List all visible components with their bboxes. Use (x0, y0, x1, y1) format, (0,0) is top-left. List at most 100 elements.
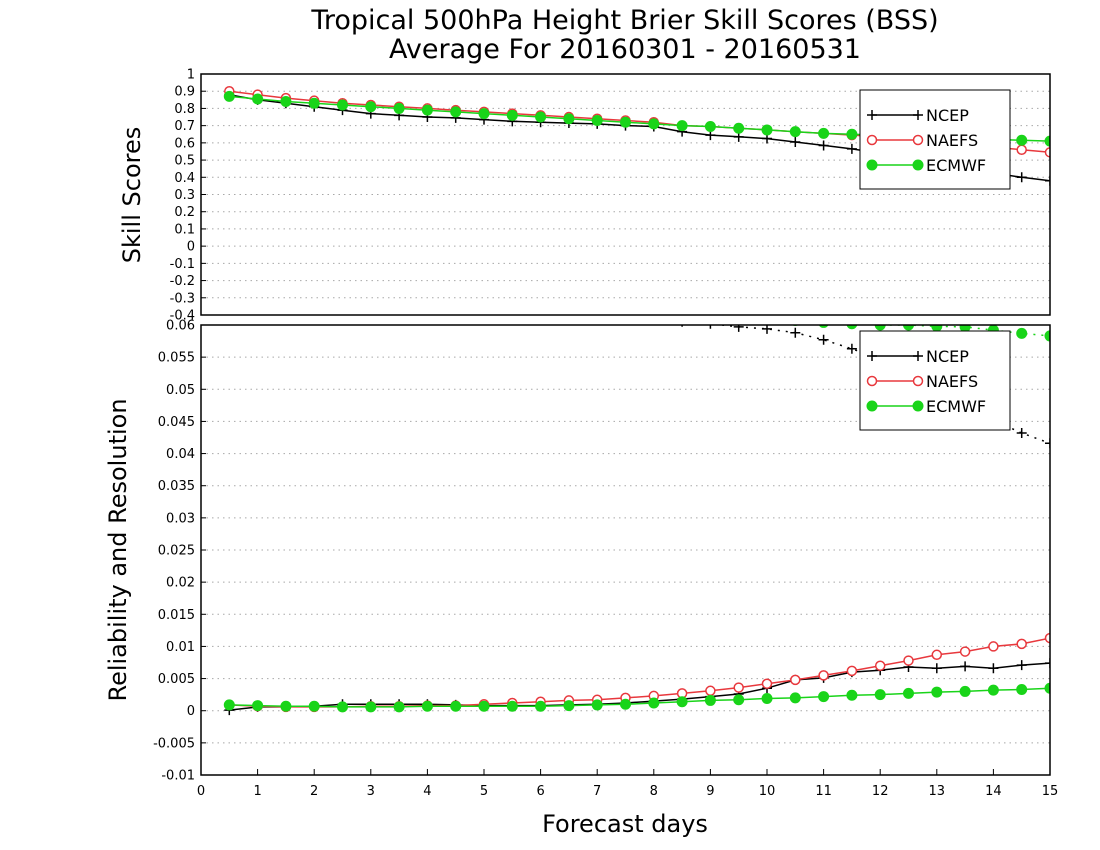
top-legend-marker (912, 159, 924, 171)
bottom-point-resolution-ecmwf (366, 281, 376, 291)
bottom-y-tick-label: 0.035 (158, 479, 195, 494)
bottom-point-reliability-ecmwf (535, 700, 547, 712)
bottom-point-reliability-ecmwf (704, 694, 716, 706)
top-point-ecmwf (591, 114, 603, 126)
reliability-resolution-panel: 0.060.0550.050.0450.040.0350.030.0250.02… (104, 275, 1058, 839)
bottom-series-resolution-naefs (225, 282, 1055, 291)
bottom-gridlines (201, 356, 1050, 744)
bottom-point-reliability-ecmwf (308, 700, 320, 712)
x-tick-labels: 0 1 2 3 4 5 6 7 8 9 10 11 12 13 14 15 (197, 769, 1058, 799)
bottom-y-tick-label: -0.01 (161, 769, 195, 784)
bottom-point-reliability-ecmwf (874, 689, 886, 701)
top-legend-marker (866, 159, 878, 171)
bottom-point-resolution-naefs (876, 282, 885, 291)
bottom-point-resolution-ecmwf (592, 294, 602, 304)
bottom-point-resolution-naefs (310, 282, 319, 291)
x-tick-label: 0 (197, 784, 205, 799)
x-tick-label: 11 (815, 784, 832, 799)
top-y-tick-label: 0 (187, 240, 195, 255)
bottom-point-resolution-ecmwf (564, 294, 574, 304)
bottom-point-reliability-ecmwf (393, 701, 405, 713)
top-point-ecmwf (478, 108, 490, 120)
bottom-point-resolution-ecmwf (621, 298, 631, 308)
bottom-point-resolution-ecmwf (309, 275, 319, 285)
bottom-point-reliability-ecmwf (903, 687, 914, 699)
bottom-point-resolution-ecmwf (536, 288, 546, 298)
bottom-point-reliability-naefs (959, 646, 971, 657)
bottom-y-tick-label: 0.04 (166, 447, 195, 462)
top-point-ecmwf (818, 127, 830, 139)
bottom-y-tick-label: 0.045 (158, 415, 195, 430)
bottom-point-reliability-ecmwf (563, 700, 575, 712)
bottom-point-resolution-ecmwf (507, 288, 517, 298)
top-point-ecmwf (648, 118, 660, 130)
bottom-legend-label-naefs: NAEFS (926, 372, 978, 391)
x-axis-title: Forecast days (542, 810, 708, 838)
top-y-axis-title: Skill Scores (118, 127, 146, 264)
bottom-point-resolution-ecmwf (677, 304, 687, 314)
bottom-point-reliability-ecmwf (506, 700, 518, 712)
bottom-point-reliability-ecmwf (761, 693, 773, 704)
bottom-point-reliability-ecmwf (789, 692, 801, 704)
bottom-point-resolution-ecmwf (394, 281, 404, 291)
bottom-point-reliability-ncep (960, 661, 971, 672)
top-point-ncep (1045, 175, 1050, 186)
bottom-point-resolution-ecmwf (1016, 327, 1028, 339)
bottom-y-tick-label: 0.005 (158, 672, 195, 687)
bottom-legend-marker (867, 351, 877, 361)
bottom-point-resolution-ncep (394, 294, 404, 304)
bottom-point-resolution-naefs (819, 282, 828, 291)
bottom-point-resolution-ncep (309, 288, 319, 298)
top-point-ecmwf (846, 128, 858, 140)
top-point-ecmwf (1016, 134, 1028, 146)
bottom-y-tick-labels: 0.06 0.055 0.05 0.045 0.04 0.035 0.03 0.025 0.02… (153, 319, 206, 784)
x-tick-label: 2 (310, 784, 318, 799)
bottom-legend-label-ecmwf: ECMWF (926, 397, 986, 416)
bottom-point-reliability-ecmwf (931, 686, 943, 698)
bottom-point-resolution-ecmwf (479, 288, 489, 298)
bottom-point-reliability-naefs (705, 685, 716, 697)
x-tick-label: 3 (367, 784, 375, 799)
x-tick-label: 4 (423, 784, 431, 799)
top-y-tick-label: 0.9 (174, 85, 195, 100)
top-y-tick-label: 0.7 (174, 119, 195, 134)
x-tick-label: 15 (1042, 784, 1059, 799)
top-point-ecmwf (252, 93, 264, 105)
bottom-point-resolution-naefs (621, 282, 630, 291)
bottom-legend-marker (912, 400, 924, 412)
top-y-tick-label: 0.2 (174, 205, 195, 220)
bottom-y-tick-label: 0.055 (158, 351, 195, 366)
bottom-point-reliability-ecmwf (1016, 684, 1028, 695)
bottom-series-group (223, 275, 1055, 716)
bottom-point-reliability-ecmwf (252, 700, 264, 712)
top-y-tick-label: 0.5 (174, 154, 195, 169)
top-point-ncep (1016, 172, 1027, 183)
bottom-y-tick-label: 0.015 (158, 608, 195, 623)
bottom-point-resolution-naefs (904, 282, 913, 291)
top-y-tick-label: 0.4 (174, 171, 195, 186)
bottom-point-resolution-ncep (451, 301, 461, 311)
bottom-point-reliability-ecmwf (818, 691, 830, 703)
bottom-point-reliability-naefs (733, 682, 744, 693)
top-point-ncep (790, 136, 801, 147)
bottom-point-resolution-naefs (508, 282, 517, 291)
top-point-ecmwf (761, 124, 773, 136)
bottom-point-resolution-ecmwf (224, 275, 234, 285)
bottom-point-resolution-naefs (734, 282, 743, 291)
x-tick-label: 1 (253, 784, 261, 799)
bottom-point-resolution-ecmwf (338, 275, 348, 285)
top-y-tick-label: 1 (187, 68, 195, 83)
bottom-point-resolution-ncep (366, 294, 376, 304)
bottom-point-reliability-ecmwf (648, 697, 660, 709)
top-series-ecmwf (223, 90, 1050, 147)
top-point-ecmwf (280, 96, 292, 108)
top-y-tick-label: -0.4 (170, 309, 195, 324)
bottom-point-resolution-naefs (366, 282, 375, 291)
top-point-ncep (846, 143, 857, 154)
bottom-point-resolution-naefs (281, 282, 290, 291)
x-tick-label: 13 (929, 784, 946, 799)
top-y-tick-label: 0.8 (174, 102, 195, 117)
bottom-point-resolution-naefs (932, 282, 941, 291)
bottom-point-reliability-ecmwf (620, 698, 631, 710)
